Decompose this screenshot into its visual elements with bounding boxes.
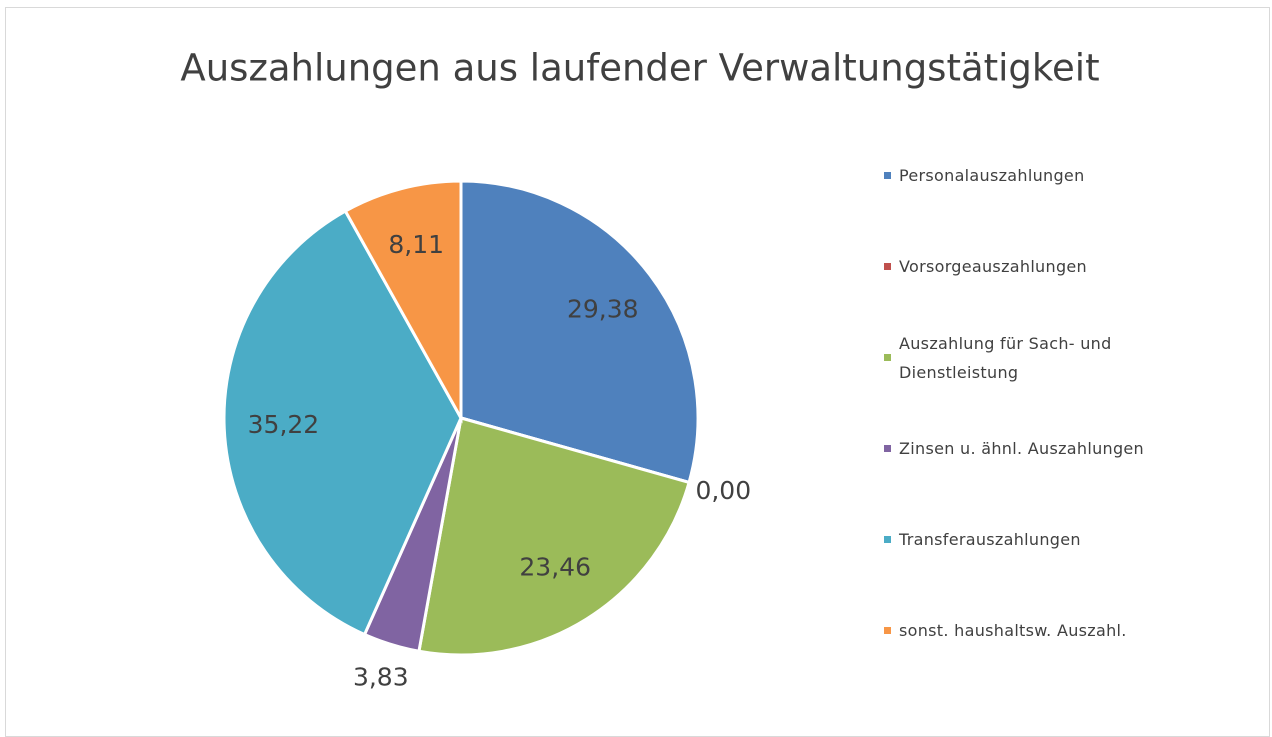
legend-swatch (884, 354, 891, 361)
legend-item: Transferauszahlungen (884, 494, 1214, 585)
data-label: 35,22 (248, 410, 320, 439)
legend-item: Personalauszahlungen (884, 130, 1214, 221)
legend-swatch (884, 445, 891, 452)
pie-slice (417, 416, 691, 657)
legend-swatch (884, 263, 891, 270)
legend-item: Zinsen u. ähnl. Auszahlungen (884, 403, 1214, 494)
chart-title: Auszahlungen aus laufender Verwaltungstä… (180, 47, 1099, 90)
legend-item: Vorsorgeauszahlungen (884, 221, 1214, 312)
legend-label: Transferauszahlungen (899, 530, 1081, 549)
legend: Personalauszahlungen Vorsorgeauszahlungen… (884, 130, 1214, 676)
pie-slice (343, 179, 463, 424)
legend-label: sonst. haushaltsw. Auszahl. (899, 621, 1127, 640)
pie-slice (222, 209, 463, 637)
data-label: 0,00 (695, 476, 751, 505)
legend-item: sonst. haushaltsw. Auszahl. (884, 585, 1214, 676)
legend-swatch (884, 536, 891, 543)
legend-label: Zinsen u. ähnl. Auszahlungen (899, 439, 1145, 458)
legend-swatch (884, 627, 891, 634)
data-label: 3,83 (353, 662, 409, 691)
legend-item: Auszahlung für Sach- und Dienstleistung (884, 312, 1214, 403)
data-label: 29,38 (567, 295, 639, 324)
legend-label: Vorsorgeauszahlungen (899, 257, 1087, 276)
legend-swatch (884, 172, 891, 179)
pie-slice (459, 179, 700, 485)
legend-label: Auszahlung für Sach- und Dienstleistung (899, 333, 1112, 382)
legend-label: Personalauszahlungen (899, 166, 1085, 185)
data-label: 8,11 (388, 230, 444, 259)
data-label: 23,46 (519, 553, 591, 582)
